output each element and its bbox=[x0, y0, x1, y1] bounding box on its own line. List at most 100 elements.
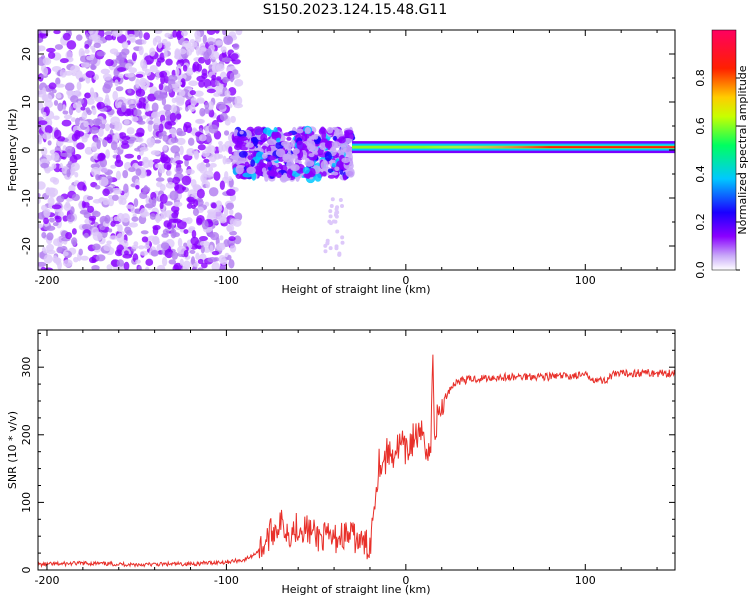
spectrogram-xtick-label: -200 bbox=[34, 274, 59, 287]
spectrogram-cell bbox=[211, 74, 217, 81]
spectrogram-cell bbox=[231, 58, 241, 65]
spectrogram-cell bbox=[165, 58, 173, 66]
snr-ylabel: SNR (10 * v/v) bbox=[6, 411, 19, 489]
spectrogram-cell bbox=[112, 90, 119, 101]
spectrogram-cell bbox=[213, 171, 221, 181]
spectrogram-cell bbox=[263, 127, 272, 135]
snr-ytick-label: 0 bbox=[20, 567, 33, 574]
spectrogram-ytick-label: 10 bbox=[20, 95, 33, 109]
spectrogram-cell bbox=[216, 76, 222, 81]
spectrogram-cell bbox=[47, 140, 52, 146]
spectrogram-cell bbox=[83, 232, 89, 239]
spectrogram-cell bbox=[164, 109, 172, 118]
spectrogram-cell bbox=[334, 166, 340, 172]
spectrogram-cell bbox=[208, 124, 219, 134]
spectrogram-cell bbox=[144, 68, 152, 77]
spectrogram-cell bbox=[201, 150, 210, 158]
spectrogram-cell bbox=[229, 209, 234, 216]
spectrogram-cell bbox=[344, 132, 349, 137]
spectrogram-cell bbox=[144, 203, 155, 209]
spectrogram-cell bbox=[91, 258, 97, 264]
spectrogram-cell bbox=[41, 146, 48, 156]
spectrogram-cell bbox=[219, 235, 224, 241]
spectrogram-cell bbox=[66, 40, 77, 50]
spectrogram-cell bbox=[124, 72, 135, 78]
spectrogram-cell bbox=[53, 100, 59, 106]
spectrogram-cell bbox=[96, 101, 105, 110]
spectrogram-cell bbox=[80, 255, 89, 261]
spectrogram-cell bbox=[38, 192, 41, 198]
spectrogram-cell bbox=[138, 97, 146, 104]
spectrogram-cell bbox=[57, 102, 64, 112]
spectrogram-cell bbox=[219, 112, 228, 122]
spectrogram-cell bbox=[133, 109, 142, 117]
spectrogram-cell bbox=[178, 89, 186, 97]
spectrogram-cell bbox=[200, 262, 208, 269]
spectrogram-cell bbox=[75, 34, 83, 41]
spectrogram-cell bbox=[86, 195, 94, 201]
spectrogram-cell bbox=[314, 146, 319, 152]
spectrogram-cell bbox=[40, 266, 46, 270]
spectrogram-cell bbox=[50, 152, 60, 162]
spectrogram-cell bbox=[103, 243, 112, 252]
spectrogram-cell bbox=[338, 136, 346, 144]
spectrogram-cell bbox=[235, 30, 243, 36]
spectrogram-cell bbox=[192, 184, 201, 191]
spectrogram-cell bbox=[163, 104, 173, 111]
spectrogram-cell bbox=[254, 168, 261, 175]
spectrogram-cell bbox=[190, 97, 198, 106]
spectrogram-cell bbox=[161, 256, 168, 267]
spectrogram-cell bbox=[328, 246, 333, 251]
spectrogram-cell bbox=[152, 225, 159, 236]
spectrogram-cell bbox=[188, 80, 198, 87]
spectrogram-cell bbox=[116, 212, 125, 223]
spectrogram-cell bbox=[48, 82, 57, 90]
spectrogram-cell bbox=[227, 176, 233, 182]
spectrogram-cell bbox=[128, 167, 136, 173]
spectrogram-cell bbox=[135, 168, 142, 176]
spectrogram-cell bbox=[139, 146, 149, 152]
spectrogram-cell bbox=[209, 244, 214, 254]
spectrogram-cell bbox=[106, 240, 112, 245]
spectrogram-cell bbox=[38, 120, 48, 126]
spectrogram-cell bbox=[104, 123, 110, 132]
spectrogram-cell bbox=[304, 127, 311, 134]
spectrogram-cell bbox=[114, 249, 123, 257]
spectrogram-cell bbox=[166, 177, 173, 183]
spectrogram-cell bbox=[287, 143, 292, 154]
spectrogram-cell bbox=[175, 113, 182, 120]
spectrogram-cell bbox=[229, 244, 237, 253]
spectrogram-cell bbox=[153, 239, 160, 245]
spectrogram-cell bbox=[196, 188, 205, 199]
spectrogram-cell bbox=[190, 236, 199, 246]
spectrogram-cell bbox=[117, 67, 127, 72]
spectrogram-cell bbox=[120, 143, 130, 149]
spectrogram-cell bbox=[88, 35, 97, 40]
spectrogram-cell bbox=[117, 224, 123, 233]
snr-ytick-label: 300 bbox=[20, 357, 33, 378]
spectrogram-cell bbox=[47, 197, 55, 207]
spectrogram-cell bbox=[143, 32, 150, 40]
spectrogram-cell bbox=[89, 126, 100, 134]
spectrogram-cell bbox=[192, 63, 197, 73]
spectrogram-cell bbox=[84, 48, 90, 54]
spectrogram-cell bbox=[181, 175, 192, 186]
spectrogram-cell bbox=[275, 172, 282, 178]
spectrogram-cell bbox=[74, 171, 79, 178]
spectrogram-cell bbox=[172, 176, 181, 185]
spectrogram-cell bbox=[54, 145, 61, 153]
spectrogram-cell bbox=[335, 229, 340, 234]
spectrogram-cell bbox=[290, 164, 300, 172]
spectrogram-cell bbox=[214, 30, 220, 34]
spectrogram-cell bbox=[211, 219, 219, 225]
spectrogram-ylabel: Frequency (Hz) bbox=[6, 109, 19, 192]
spectrogram-cell bbox=[320, 160, 329, 170]
spectrogram-cell bbox=[167, 169, 172, 176]
spectrogram-cell bbox=[286, 169, 293, 179]
spectrogram-cell bbox=[216, 101, 226, 110]
snr-axes: -200 -100 0 100 0 100 200 300 bbox=[20, 330, 675, 587]
spectrogram-cell bbox=[70, 162, 80, 171]
snr-xtick-label: 100 bbox=[575, 574, 596, 587]
spectrogram-cell bbox=[171, 212, 179, 219]
spectrogram-cell bbox=[164, 121, 173, 130]
